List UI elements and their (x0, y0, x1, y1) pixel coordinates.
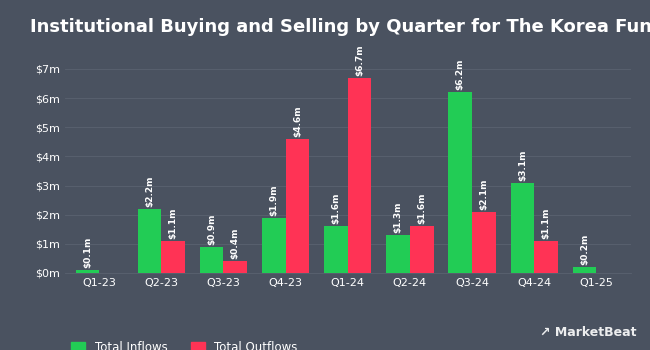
Text: $1.6m: $1.6m (417, 193, 426, 224)
Bar (262, 218, 285, 273)
Text: $0.9m: $0.9m (207, 213, 216, 245)
Bar (75, 270, 99, 273)
Text: $0.2m: $0.2m (580, 234, 589, 265)
Bar (386, 235, 410, 273)
Text: $1.9m: $1.9m (269, 184, 278, 216)
Title: Institutional Buying and Selling by Quarter for The Korea Fund: Institutional Buying and Selling by Quar… (31, 18, 650, 36)
Text: $3.1m: $3.1m (518, 149, 527, 181)
Bar (534, 241, 558, 273)
Bar (348, 78, 371, 273)
Text: ↗ MarketBeat: ↗ MarketBeat (541, 327, 637, 340)
Bar (410, 226, 434, 273)
Text: $0.4m: $0.4m (231, 228, 240, 259)
Text: $1.6m: $1.6m (332, 193, 341, 224)
Text: $4.6m: $4.6m (293, 105, 302, 137)
Bar (510, 183, 534, 273)
Bar (224, 261, 247, 273)
Bar (324, 226, 348, 273)
Text: $0.1m: $0.1m (83, 237, 92, 268)
Text: $2.1m: $2.1m (479, 178, 488, 210)
Bar (200, 247, 224, 273)
Text: $2.2m: $2.2m (145, 175, 154, 207)
Bar (161, 241, 185, 273)
Text: $1.1m: $1.1m (541, 207, 551, 239)
Bar (138, 209, 161, 273)
Bar (573, 267, 596, 273)
Bar (448, 92, 472, 273)
Text: $1.3m: $1.3m (394, 202, 402, 233)
Text: $6.7m: $6.7m (355, 44, 364, 76)
Bar (285, 139, 309, 273)
Legend: Total Inflows, Total Outflows: Total Inflows, Total Outflows (71, 341, 298, 350)
Text: $6.2m: $6.2m (456, 58, 465, 90)
Text: $1.1m: $1.1m (168, 207, 177, 239)
Bar (472, 212, 496, 273)
